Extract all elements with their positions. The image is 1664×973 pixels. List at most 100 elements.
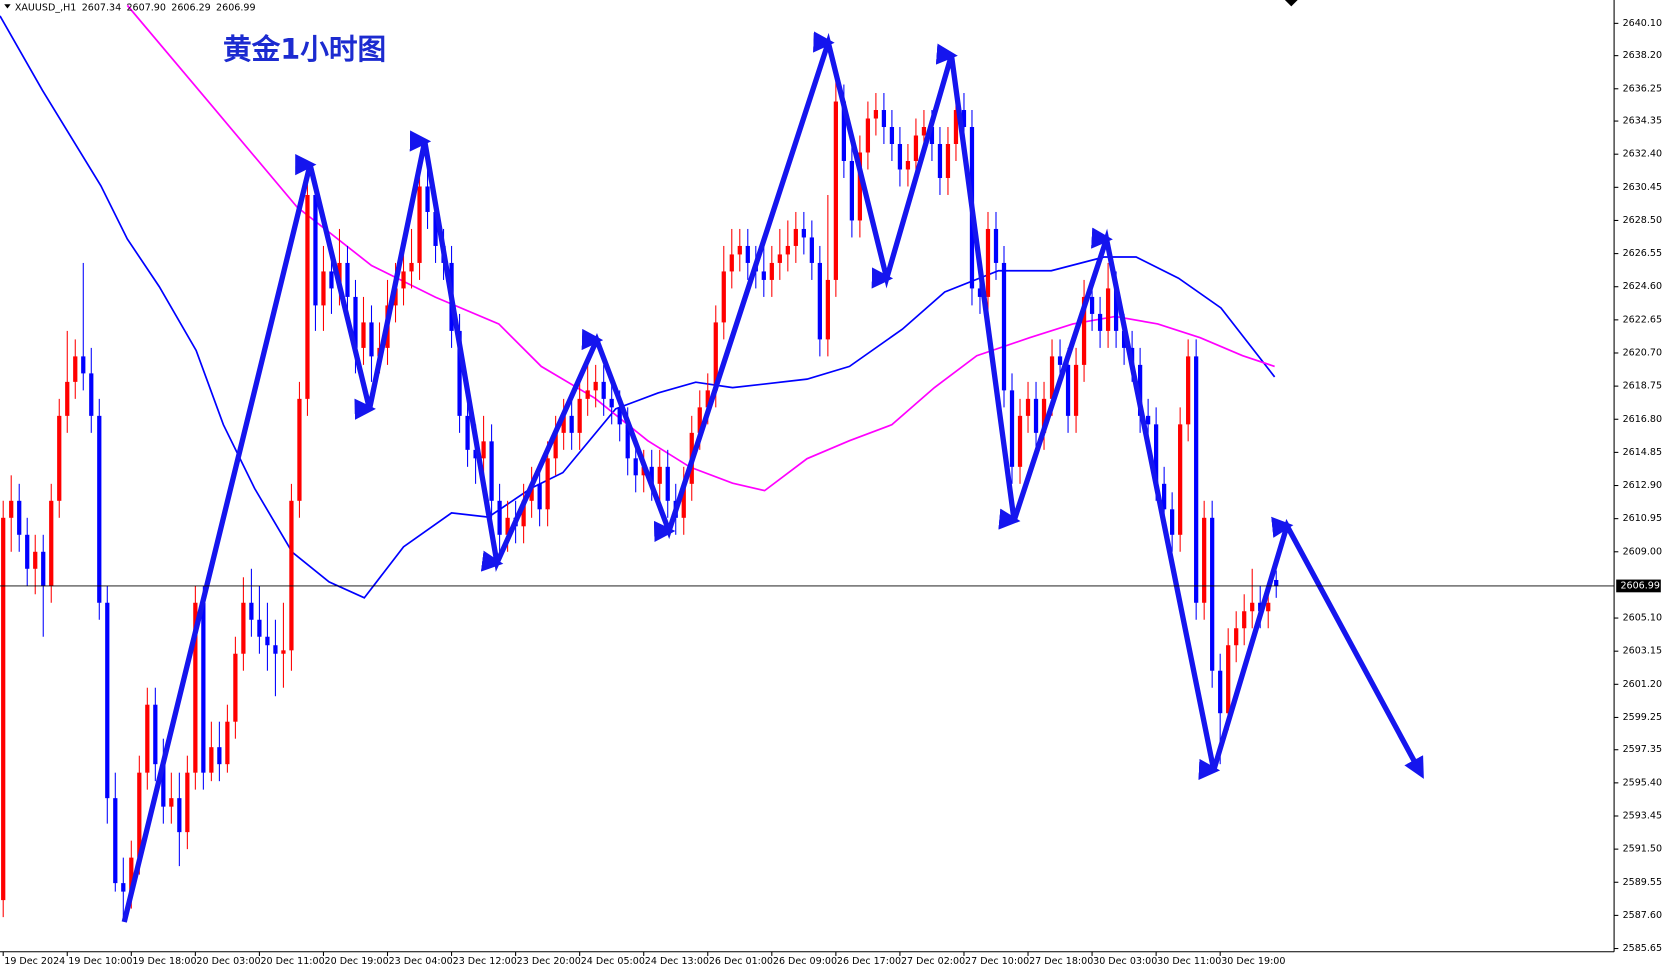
y-tick-label: 2587.60 bbox=[1623, 910, 1662, 921]
y-tick-label: 2636.25 bbox=[1623, 83, 1662, 94]
candle-body bbox=[169, 798, 174, 807]
candle-body bbox=[889, 127, 895, 144]
candle-body bbox=[201, 602, 206, 773]
candle-body bbox=[145, 704, 150, 773]
candle-body bbox=[481, 441, 486, 459]
candle-body bbox=[401, 271, 406, 289]
candle-body bbox=[425, 186, 430, 212]
candle-body bbox=[1186, 356, 1191, 425]
candle-body bbox=[1073, 364, 1079, 416]
candle-body bbox=[489, 441, 494, 501]
y-tick-label: 2612.90 bbox=[1623, 480, 1662, 491]
candle-body bbox=[729, 254, 734, 272]
candle-body bbox=[289, 500, 294, 651]
candle-body bbox=[993, 228, 999, 263]
candle-body bbox=[225, 721, 230, 765]
y-tick-label: 2593.45 bbox=[1623, 810, 1662, 821]
candle-body bbox=[1105, 288, 1111, 331]
y-tick-label: 2638.20 bbox=[1623, 50, 1662, 61]
header-arrow bbox=[4, 4, 11, 9]
candle-body bbox=[417, 186, 422, 263]
x-tick-label: 20 Dec 03:00 bbox=[196, 956, 260, 967]
current-price-box bbox=[1616, 579, 1661, 593]
header-info: XAUUSD_,H1 2607.34 2607.90 2606.29 2606.99 bbox=[15, 2, 256, 13]
y-tick-label: 2601.20 bbox=[1623, 679, 1662, 690]
candle-body bbox=[1017, 415, 1023, 467]
y-tick-label: 2628.50 bbox=[1623, 215, 1662, 226]
candle-body bbox=[65, 381, 70, 416]
candle-body bbox=[873, 110, 879, 119]
candle-body bbox=[273, 645, 278, 654]
candle-body bbox=[1266, 602, 1271, 612]
candle-body bbox=[897, 143, 903, 170]
x-tick-label: 20 Dec 19:00 bbox=[325, 956, 389, 967]
candle-body bbox=[305, 194, 310, 399]
candle-body bbox=[497, 500, 502, 535]
candle-body bbox=[177, 798, 182, 833]
candle-body bbox=[1033, 398, 1039, 433]
candle-body bbox=[49, 500, 54, 586]
candle-body bbox=[1194, 356, 1199, 603]
candle-body bbox=[577, 398, 582, 433]
candle-layer bbox=[1, 76, 1279, 918]
candle-body bbox=[1057, 356, 1063, 365]
candle-body bbox=[817, 262, 822, 340]
candle-body bbox=[849, 160, 855, 221]
x-tick-label: 27 Dec 18:00 bbox=[1029, 956, 1093, 967]
candle-body bbox=[633, 458, 638, 476]
candle-body bbox=[73, 356, 78, 382]
y-tick-label: 2603.15 bbox=[1623, 646, 1662, 657]
y-tick-label: 2616.80 bbox=[1623, 414, 1662, 425]
candle-body bbox=[129, 857, 134, 892]
candle-body bbox=[1001, 262, 1007, 391]
y-tick-label: 2622.65 bbox=[1623, 314, 1662, 325]
candle-body bbox=[217, 747, 222, 765]
candle-body bbox=[329, 271, 334, 289]
candle-body bbox=[137, 772, 142, 858]
x-tick-label: 26 Dec 09:00 bbox=[773, 956, 837, 967]
y-tick-label: 2591.50 bbox=[1623, 844, 1662, 855]
y-tick-label: 2634.35 bbox=[1623, 116, 1662, 127]
y-tick-label: 2610.95 bbox=[1623, 513, 1662, 524]
candle-body bbox=[81, 356, 86, 374]
x-tick-label: 24 Dec 13:00 bbox=[645, 956, 709, 967]
y-tick-label: 2599.25 bbox=[1623, 712, 1662, 723]
header-field: 2606.29 bbox=[171, 2, 210, 13]
x-tick-label: 30 Dec 11:00 bbox=[1157, 956, 1221, 967]
header-field: 2606.99 bbox=[216, 2, 255, 13]
candle-body bbox=[153, 704, 158, 765]
candle-body bbox=[721, 271, 726, 323]
y-tick-label: 2630.45 bbox=[1623, 182, 1662, 193]
candle-body bbox=[57, 415, 62, 501]
candle-body bbox=[833, 101, 838, 280]
candle-body bbox=[1097, 313, 1103, 331]
candle-body bbox=[1145, 415, 1151, 425]
candle-body bbox=[945, 143, 951, 178]
candle-body bbox=[881, 110, 887, 128]
candle-body bbox=[545, 458, 550, 510]
candle-body bbox=[801, 228, 806, 238]
candle-body bbox=[161, 764, 166, 807]
candle-body bbox=[97, 415, 102, 603]
candle-body bbox=[1274, 579, 1279, 586]
x-tick-label: 19 Dec 10:00 bbox=[68, 956, 132, 967]
y-tick-label: 2597.35 bbox=[1623, 744, 1662, 755]
candle-body bbox=[569, 415, 574, 433]
candle-body bbox=[89, 373, 94, 416]
candle-body bbox=[1250, 602, 1255, 612]
candle-body bbox=[105, 602, 110, 799]
candle-body bbox=[745, 245, 750, 263]
candle-body bbox=[297, 398, 302, 501]
x-tick-label: 27 Dec 02:00 bbox=[901, 956, 965, 967]
candle-body bbox=[233, 653, 238, 722]
candle-body bbox=[1025, 398, 1031, 416]
x-tick-label: 19 Dec 18:00 bbox=[132, 956, 196, 967]
x-tick-label: 23 Dec 04:00 bbox=[389, 956, 453, 967]
candle-body bbox=[465, 415, 470, 450]
candle-body bbox=[121, 883, 126, 892]
candle-body bbox=[865, 118, 871, 153]
x-tick-label: 23 Dec 12:00 bbox=[453, 956, 517, 967]
x-tick-label: 23 Dec 20:00 bbox=[517, 956, 581, 967]
x-tick-label: 26 Dec 17:00 bbox=[837, 956, 901, 967]
y-tick-label: 2626.55 bbox=[1623, 248, 1662, 259]
